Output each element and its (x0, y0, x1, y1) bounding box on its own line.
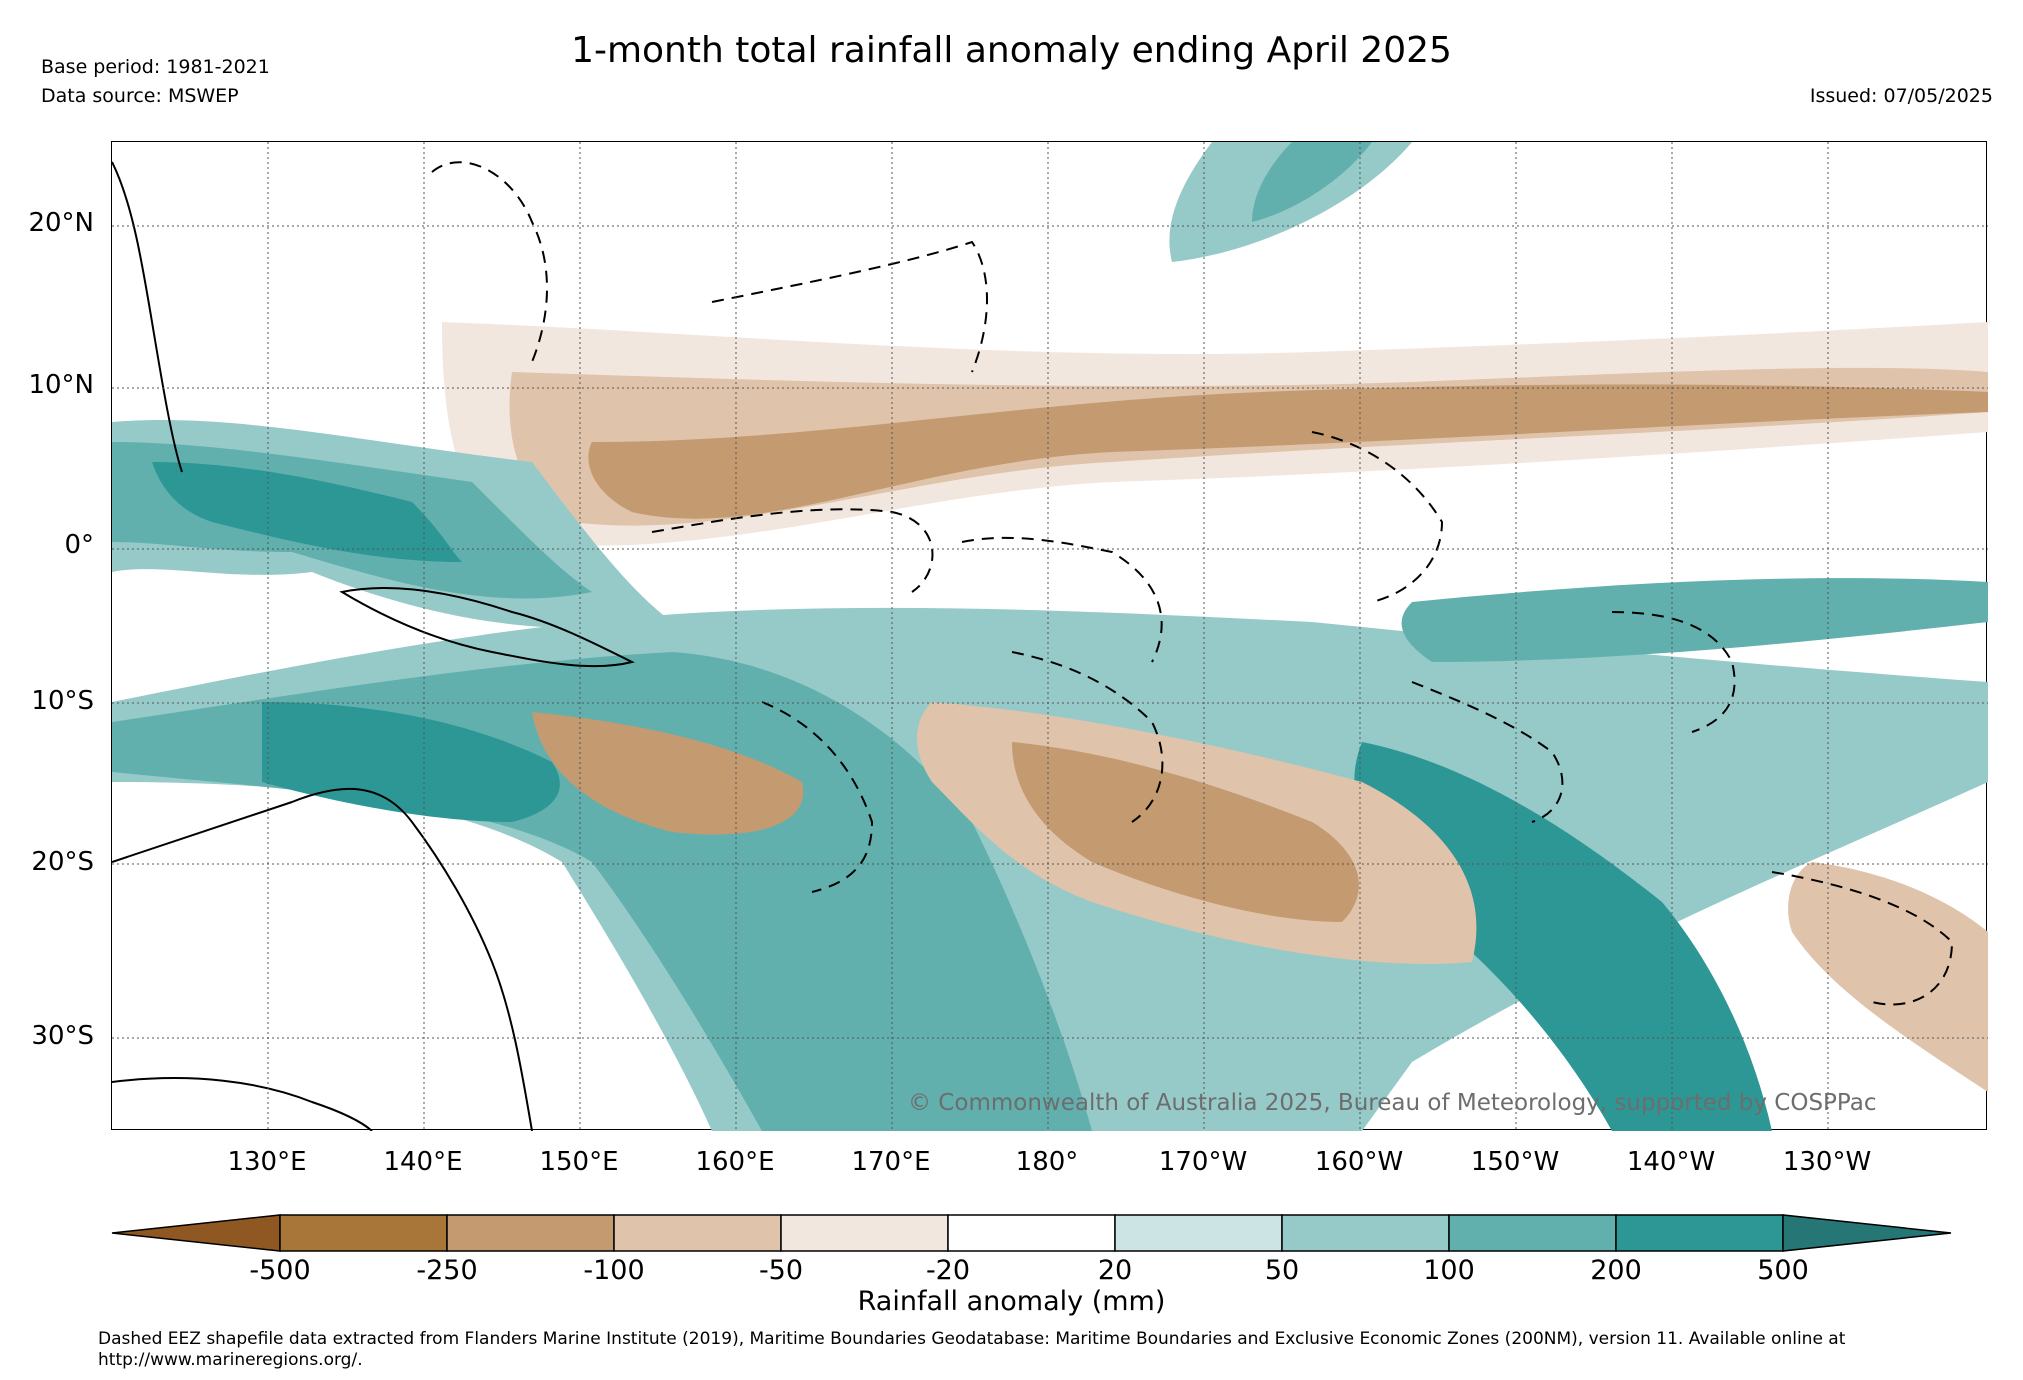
anomaly-fields (112, 142, 1988, 1131)
colorbar-tick-label: -250 (416, 1255, 478, 1286)
lat-label-30s: 30°S (31, 1021, 94, 1051)
colorbar-tick-label: 100 (1423, 1255, 1475, 1286)
lon-label-130w: 130°W (1782, 1147, 1872, 1177)
colorbar-label: Rainfall anomaly (mm) (857, 1286, 1166, 1317)
colorbar-extend-high (1782, 1214, 1952, 1252)
issued-date-text: Issued: 07/05/2025 (1809, 85, 1993, 107)
lat-label-0: 0° (64, 530, 94, 560)
coastlines (111, 161, 635, 1132)
lon-label-180: 180° (1015, 1147, 1079, 1177)
colorbar-segment (1615, 1214, 1784, 1252)
colorbar-segment (613, 1214, 782, 1252)
colorbar-segment (1114, 1214, 1283, 1252)
lat-label-20s: 20°S (31, 847, 94, 877)
colorbar-tick-label: -20 (925, 1255, 971, 1286)
lon-label-170e: 170°E (851, 1147, 931, 1177)
map-canvas (111, 142, 1988, 1132)
lon-label-150e: 150°E (539, 1147, 619, 1177)
colorbar-segment (279, 1214, 448, 1252)
rainfall-anomaly-map (111, 141, 1988, 1132)
lat-label-10s: 10°S (31, 686, 94, 716)
footnote: Dashed EEZ shapefile data extracted from… (98, 1329, 1846, 1370)
lat-label-10n: 10°N (28, 370, 94, 400)
lon-label-160w: 160°W (1314, 1147, 1404, 1177)
colorbar-segment (446, 1214, 615, 1252)
colorbar-segment (947, 1214, 1116, 1252)
colorbar-tick-label: 500 (1757, 1255, 1809, 1286)
lon-label-170w: 170°W (1158, 1147, 1248, 1177)
chart-title: 1-month total rainfall anomaly ending Ap… (571, 30, 1452, 71)
lon-label-140e: 140°E (383, 1147, 463, 1177)
colorbar-tick-label: 200 (1590, 1255, 1642, 1286)
lon-label-140w: 140°W (1626, 1147, 1716, 1177)
data-source-text: Data source: MSWEP (41, 85, 239, 107)
colorbar-segment (780, 1214, 949, 1252)
copyright-notice: © Commonwealth of Australia 2025, Bureau… (908, 1090, 1877, 1116)
lon-label-130e: 130°E (227, 1147, 307, 1177)
eez-boundaries (431, 161, 1954, 1006)
lat-label-20n: 20°N (28, 208, 94, 238)
colorbar-extend-low (111, 1214, 281, 1252)
colorbar-tick-label: -100 (583, 1255, 645, 1286)
colorbar-tick-label: -500 (249, 1255, 311, 1286)
lon-label-150w: 150°W (1470, 1147, 1560, 1177)
colorbar-tick-label: 50 (1264, 1255, 1300, 1286)
base-period-text: Base period: 1981-2021 (41, 56, 270, 78)
colorbar-tick-label: 20 (1097, 1255, 1133, 1286)
colorbar-segment (1448, 1214, 1617, 1252)
colorbar-segments (111, 1214, 1952, 1252)
lon-label-160e: 160°E (695, 1147, 775, 1177)
colorbar-segment (1281, 1214, 1450, 1252)
colorbar-tick-label: -50 (758, 1255, 804, 1286)
